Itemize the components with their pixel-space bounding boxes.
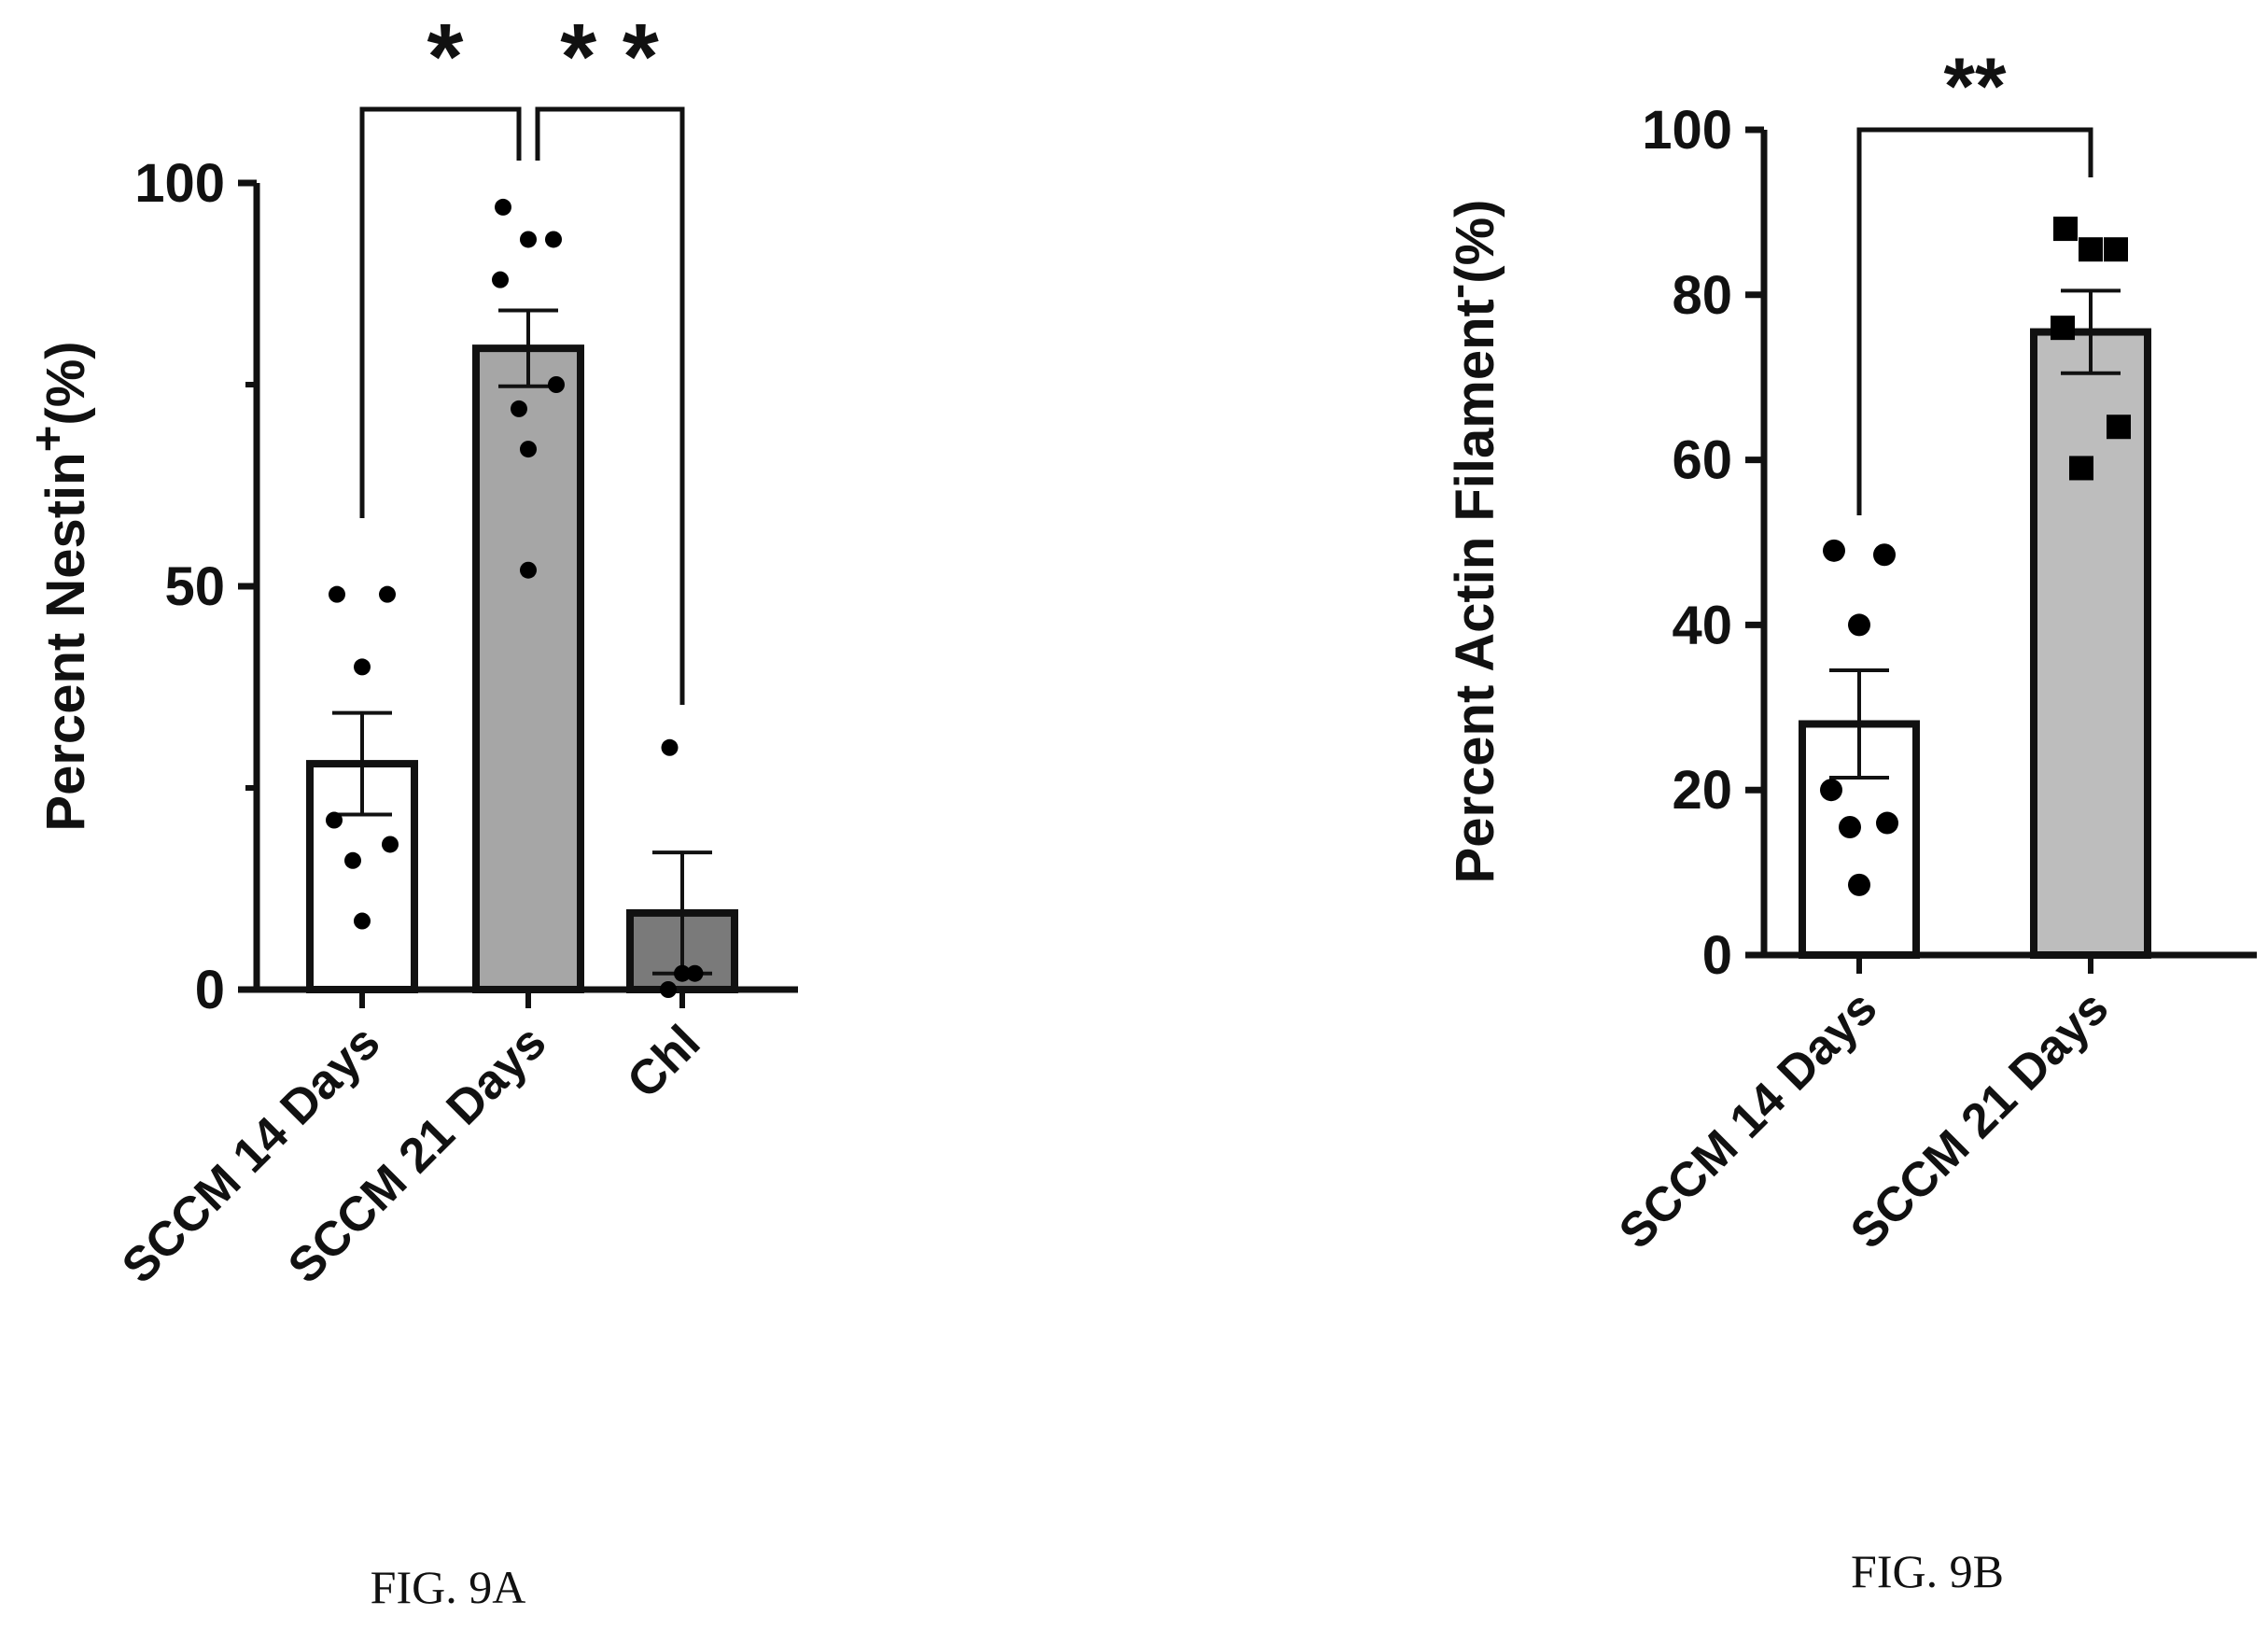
y-tick-label: 50: [164, 556, 225, 617]
y-tick-label: 0: [195, 960, 225, 1020]
data-point: [511, 400, 527, 417]
data-point: [1823, 539, 1845, 562]
y-tick-label: 0: [1702, 925, 1732, 986]
y-axis-label: Percent Nestin+(%): [22, 341, 96, 831]
data-point: [354, 912, 371, 930]
data-point: [2069, 456, 2093, 481]
data-point: [2079, 237, 2103, 262]
significance-label: * *: [560, 5, 659, 109]
data-point: [326, 811, 343, 829]
data-point: [674, 964, 691, 982]
data-point: [2051, 316, 2075, 341]
data-point: [1839, 815, 1861, 838]
y-tick-label: 100: [134, 153, 225, 214]
data-point: [520, 561, 537, 579]
significance-bracket: [535, 106, 685, 705]
data-point: [1848, 613, 1870, 637]
data-point: [329, 585, 345, 603]
caption-fig-9a: FIG. 9A: [371, 1561, 526, 1613]
significance-bracket: [359, 106, 522, 518]
data-point: [686, 964, 704, 982]
data-point: [1876, 811, 1898, 835]
data-point: [495, 198, 511, 216]
data-point: [379, 585, 396, 603]
caption-fig-9b: FIG. 9B: [1851, 1545, 2004, 1597]
data-point: [344, 851, 361, 869]
data-point: [661, 738, 679, 756]
data-point: [1820, 779, 1842, 802]
y-axis-label: Percent Actin Filament-(%): [1432, 200, 1505, 884]
y-tick-label: 40: [1672, 595, 1732, 655]
data-point: [382, 836, 399, 853]
data-point: [520, 441, 537, 458]
y-tick-label: 20: [1672, 760, 1732, 821]
data-point: [545, 231, 562, 248]
data-point: [1873, 543, 1896, 567]
data-point: [492, 271, 509, 288]
data-point: [2107, 415, 2131, 440]
data-point: [520, 231, 537, 248]
data-point: [2104, 237, 2128, 262]
y-tick-label: 80: [1672, 265, 1732, 326]
data-point: [2053, 217, 2078, 242]
data-point: [354, 658, 371, 676]
data-point: [660, 981, 677, 998]
significance-label: **: [1944, 42, 2007, 132]
data-point: [548, 376, 565, 393]
y-tick-label: 60: [1672, 430, 1732, 491]
significance-label: *: [427, 5, 464, 109]
x-tick-label: Chl: [617, 1015, 710, 1108]
data-point: [1848, 873, 1870, 896]
y-tick-label: 100: [1642, 100, 1732, 161]
significance-bracket: [1856, 127, 2093, 515]
